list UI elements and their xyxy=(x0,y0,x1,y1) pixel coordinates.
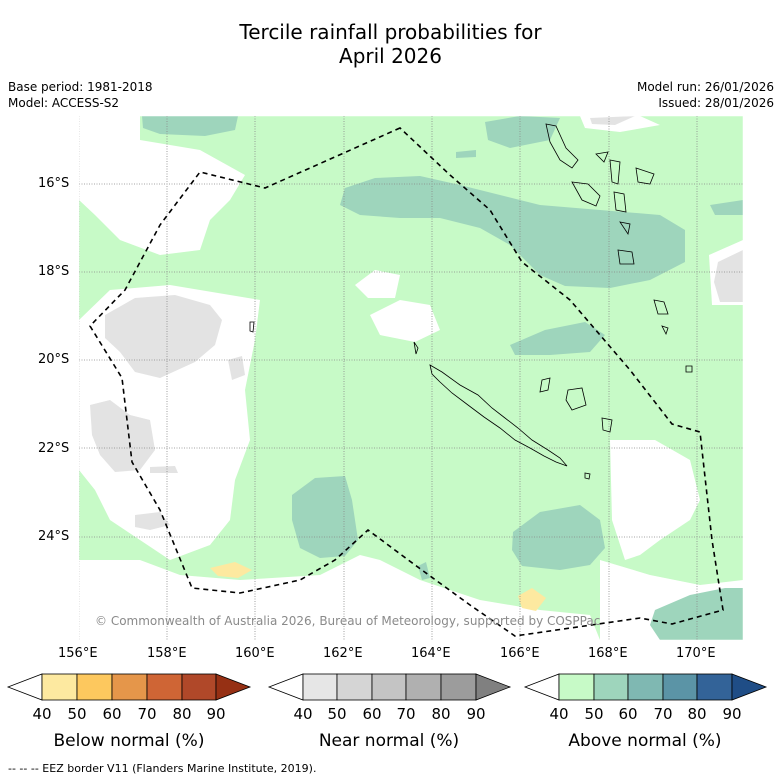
colorbar-title-above-normal: Above normal (%) xyxy=(568,731,722,751)
above-normal-60-area xyxy=(710,200,743,215)
near-normal-area xyxy=(135,512,170,530)
below-normal-area xyxy=(518,588,546,611)
lon-label: 164°E xyxy=(411,646,451,661)
colorbar-tick: 40 xyxy=(549,705,569,723)
near-normal-area xyxy=(150,466,178,473)
neutral-area xyxy=(79,555,600,640)
above-normal-60-area xyxy=(510,322,605,355)
colorbar-title-below-normal: Below normal (%) xyxy=(53,731,205,751)
island-coastline xyxy=(249,321,255,333)
colorbar-tick: 70 xyxy=(137,705,157,723)
below-normal-area xyxy=(210,562,252,578)
colorbar-title-near-normal: Near normal (%) xyxy=(318,731,460,751)
new-caledonia-coastline xyxy=(429,364,568,467)
above-normal-60-area xyxy=(485,116,560,148)
colorbar-tick: 70 xyxy=(396,705,416,723)
colorbar-tick: 40 xyxy=(32,705,52,723)
island-coastline xyxy=(413,341,419,355)
colorbar-tick: 50 xyxy=(67,705,87,723)
graticule xyxy=(79,116,743,640)
island-coastline xyxy=(619,221,631,236)
lon-label: 170°E xyxy=(676,646,716,661)
map-frame xyxy=(78,115,744,641)
island-coastline xyxy=(584,472,591,480)
colorbar-below-normal xyxy=(6,673,252,701)
vanuatu-coastline xyxy=(545,123,579,169)
island-coastline xyxy=(571,181,601,207)
probability-field xyxy=(79,116,743,640)
colorbar-above-normal xyxy=(523,673,768,701)
lon-label: 158°E xyxy=(147,646,187,661)
colorbar-tick: 60 xyxy=(102,705,122,723)
island-coastline xyxy=(685,365,693,373)
colorbar-tick: 80 xyxy=(172,705,192,723)
colorbar-near-normal xyxy=(267,673,512,701)
island-coastline xyxy=(617,249,635,265)
eez-footnote: -- -- -- EEZ border V11 (Flanders Marine… xyxy=(8,762,317,775)
lat-label: 16°S xyxy=(38,176,70,191)
above-normal-60-area xyxy=(512,505,605,570)
eez-border-line xyxy=(88,127,724,637)
neutral-area xyxy=(370,300,440,342)
above-normal-60-area xyxy=(340,176,685,288)
above-normal-60-area xyxy=(292,476,358,558)
colorbar-tick: 50 xyxy=(584,705,604,723)
island-coastline xyxy=(595,151,609,163)
near-normal-area xyxy=(228,356,245,380)
colorbar-tick: 90 xyxy=(206,705,226,723)
copyright-text: © Commonwealth of Australia 2026, Bureau… xyxy=(95,614,601,628)
lat-label: 22°S xyxy=(38,441,70,456)
neutral-area xyxy=(355,270,400,298)
colorbar-tick: 90 xyxy=(722,705,742,723)
above-normal-60-area xyxy=(456,150,476,158)
colorbar-tick: 80 xyxy=(687,705,707,723)
lon-label: 156°E xyxy=(58,646,98,661)
lon-label: 168°E xyxy=(588,646,628,661)
base-period-text: Base period: 1981-2018 xyxy=(8,80,153,94)
above-normal-60-area xyxy=(142,116,238,136)
neutral-area xyxy=(79,116,245,255)
issued-text: Issued: 28/01/2026 xyxy=(658,96,774,110)
island-coastline xyxy=(661,325,669,336)
coastlines xyxy=(249,123,693,480)
lat-label: 24°S xyxy=(38,529,70,544)
near-normal-area xyxy=(90,400,155,472)
island-coastline xyxy=(565,387,587,411)
island-coastline xyxy=(601,417,613,433)
model-run-text: Model run: 26/01/2026 xyxy=(636,80,774,94)
colorbar-tick: 50 xyxy=(327,705,347,723)
map-title-line2: April 2026 xyxy=(339,44,442,68)
island-coastline xyxy=(613,191,627,213)
island-coastline xyxy=(539,377,551,393)
colorbar-tick: 80 xyxy=(431,705,451,723)
colorbar-tick: 60 xyxy=(362,705,382,723)
lat-label: 18°S xyxy=(38,264,70,279)
colorbar-tick: 90 xyxy=(466,705,486,723)
island-coastline xyxy=(609,159,621,185)
lat-label: 20°S xyxy=(38,352,70,367)
colorbar-tick: 60 xyxy=(618,705,638,723)
near-normal-area xyxy=(590,116,635,125)
lon-label: 160°E xyxy=(235,646,275,661)
lon-label: 162°E xyxy=(323,646,363,661)
colorbar-tick: 70 xyxy=(653,705,673,723)
colorbar-tick: 40 xyxy=(293,705,313,723)
lon-label: 166°E xyxy=(500,646,540,661)
neutral-area xyxy=(610,440,700,560)
island-coastline xyxy=(653,299,669,315)
model-text: Model: ACCESS-S2 xyxy=(8,96,120,110)
above-normal-60-area xyxy=(650,588,743,640)
near-normal-area xyxy=(714,250,743,302)
map-title-line1: Tercile rainfall probabilities for xyxy=(239,20,542,44)
island-coastline xyxy=(635,167,655,185)
near-normal-area xyxy=(105,295,222,378)
